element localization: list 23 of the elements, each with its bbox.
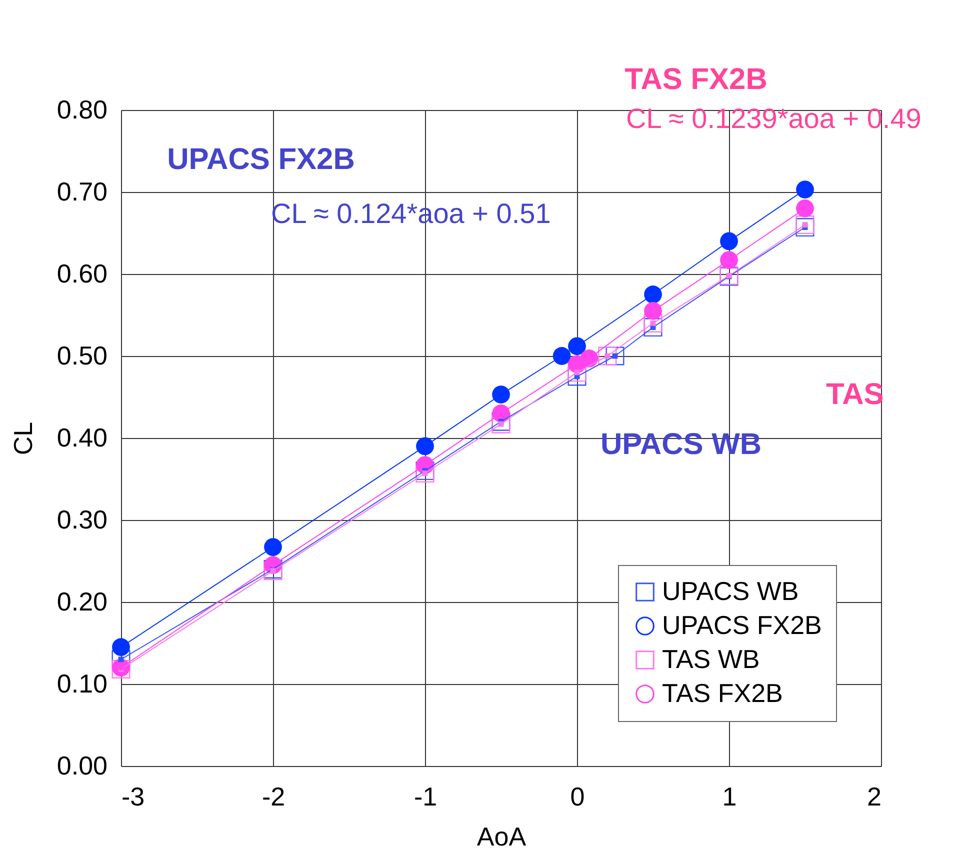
- y-tick-label: 0.50: [56, 340, 108, 370]
- y-tick-label: 0.60: [56, 258, 108, 288]
- y-axis-title: CL: [8, 422, 38, 456]
- legend-label: TAS FX2B: [662, 678, 783, 708]
- x-tick-label: 2: [867, 782, 882, 812]
- annotation: UPACS FX2B: [167, 143, 355, 176]
- x-tick-label: -2: [262, 782, 286, 812]
- legend-label: UPACS FX2B: [662, 610, 822, 640]
- y-tick-label: 0.40: [56, 422, 108, 452]
- legend-label: TAS WB: [662, 644, 760, 674]
- text: TAS FX2B: [624, 63, 768, 96]
- x-tick-label: 1: [722, 782, 737, 812]
- x-tick-label: 0: [570, 782, 585, 812]
- legend-label: UPACS WB: [662, 576, 799, 606]
- x-tick-label: -1: [414, 782, 438, 812]
- y-tick-label: 0.20: [56, 586, 108, 616]
- y-tick-label: 0.10: [56, 668, 108, 698]
- y-tick-label: 0.70: [56, 176, 108, 206]
- y-tick-label: 0.80: [56, 94, 108, 124]
- y-tick-label: 0.00: [56, 750, 108, 780]
- x-tick-label: -3: [122, 782, 145, 812]
- x-axis-title: AoA: [476, 822, 527, 852]
- y-tick-label: 0.30: [56, 504, 108, 534]
